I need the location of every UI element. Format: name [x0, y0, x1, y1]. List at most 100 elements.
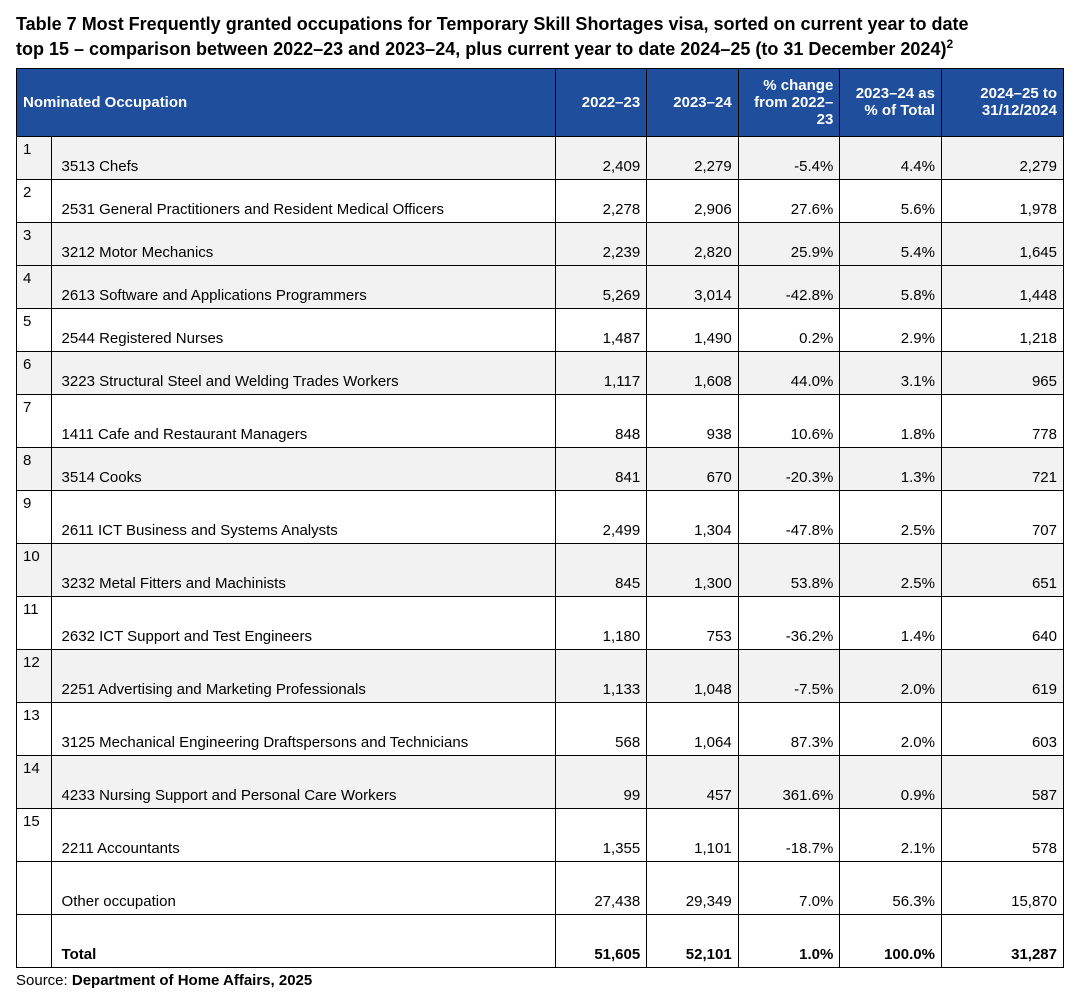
- table-row: 33212 Motor Mechanics2,2392,82025.9%5.4%…: [17, 222, 1064, 265]
- cell-2023-24: 52,101: [647, 914, 738, 967]
- cell-2023-24: 938: [647, 394, 738, 447]
- col-header-pct-total: 2023–24 as % of Total: [840, 68, 942, 136]
- cell-rank: 14: [17, 755, 52, 808]
- table-row: 42613 Software and Applications Programm…: [17, 265, 1064, 308]
- cell-occupation: 3223 Structural Steel and Welding Trades…: [51, 351, 555, 394]
- cell-pct-total: 1.3%: [840, 447, 942, 490]
- cell-occupation-other: Other occupation: [51, 861, 555, 914]
- cell-2024-25: 965: [941, 351, 1063, 394]
- cell-2022-23: 2,409: [555, 136, 646, 179]
- cell-2024-25: 640: [941, 596, 1063, 649]
- title-line2: top 15 – comparison between 2022–23 and …: [16, 39, 946, 59]
- cell-2022-23: 2,499: [555, 490, 646, 543]
- cell-2022-23: 99: [555, 755, 646, 808]
- cell-2024-25: 1,645: [941, 222, 1063, 265]
- title-footnote-sup: 2: [946, 37, 953, 51]
- cell-2022-23: 1,355: [555, 808, 646, 861]
- cell-pct-total: 3.1%: [840, 351, 942, 394]
- cell-rank: 3: [17, 222, 52, 265]
- cell-pct-total: 5.8%: [840, 265, 942, 308]
- cell-2023-24: 2,906: [647, 179, 738, 222]
- cell-occupation: 2531 General Practitioners and Resident …: [51, 179, 555, 222]
- cell-pct-change: 0.2%: [738, 308, 840, 351]
- cell-pct-change: -42.8%: [738, 265, 840, 308]
- source-line: Source: Department of Home Affairs, 2025: [16, 972, 1064, 989]
- cell-pct-total: 2.0%: [840, 649, 942, 702]
- cell-2024-25: 707: [941, 490, 1063, 543]
- cell-2024-25: 1,218: [941, 308, 1063, 351]
- cell-rank: 12: [17, 649, 52, 702]
- source-prefix: Source:: [16, 972, 72, 989]
- table-row: 122251 Advertising and Marketing Profess…: [17, 649, 1064, 702]
- cell-rank: 5: [17, 308, 52, 351]
- cell-pct-change: -18.7%: [738, 808, 840, 861]
- cell-occupation: 4233 Nursing Support and Personal Care W…: [51, 755, 555, 808]
- table-row: 83514 Cooks841670-20.3%1.3%721: [17, 447, 1064, 490]
- cell-pct-change: 53.8%: [738, 543, 840, 596]
- table-row: 52544 Registered Nurses1,4871,4900.2%2.9…: [17, 308, 1064, 351]
- cell-pct-change: -5.4%: [738, 136, 840, 179]
- cell-2023-24: 1,101: [647, 808, 738, 861]
- cell-2024-25: 1,448: [941, 265, 1063, 308]
- table-row: 92611 ICT Business and Systems Analysts2…: [17, 490, 1064, 543]
- cell-2024-25: 587: [941, 755, 1063, 808]
- col-header-2023-24: 2023–24: [647, 68, 738, 136]
- table-row: 13513 Chefs2,4092,279-5.4%4.4%2,279: [17, 136, 1064, 179]
- cell-total-label: Total: [51, 914, 555, 967]
- cell-pct-total: 0.9%: [840, 755, 942, 808]
- cell-2023-24: 1,064: [647, 702, 738, 755]
- cell-pct-total: 2.5%: [840, 490, 942, 543]
- cell-pct-total: 100.0%: [840, 914, 942, 967]
- cell-pct-change: 44.0%: [738, 351, 840, 394]
- cell-2022-23: 841: [555, 447, 646, 490]
- cell-occupation: 1411 Cafe and Restaurant Managers: [51, 394, 555, 447]
- col-header-2024-25: 2024–25 to 31/12/2024: [941, 68, 1063, 136]
- cell-2022-23: 51,605: [555, 914, 646, 967]
- cell-2023-24: 753: [647, 596, 738, 649]
- cell-2022-23: 2,239: [555, 222, 646, 265]
- cell-rank: 1: [17, 136, 52, 179]
- cell-rank: 6: [17, 351, 52, 394]
- cell-2024-25: 721: [941, 447, 1063, 490]
- cell-2024-25: 31,287: [941, 914, 1063, 967]
- cell-2022-23: 568: [555, 702, 646, 755]
- cell-pct-total: 2.9%: [840, 308, 942, 351]
- cell-2024-25: 2,279: [941, 136, 1063, 179]
- title-line1: Table 7 Most Frequently granted occupati…: [16, 14, 969, 34]
- cell-occupation: 3232 Metal Fitters and Machinists: [51, 543, 555, 596]
- cell-rank: 11: [17, 596, 52, 649]
- table-body: 13513 Chefs2,4092,279-5.4%4.4%2,27922531…: [17, 136, 1064, 967]
- cell-occupation: 2211 Accountants: [51, 808, 555, 861]
- cell-2024-25: 578: [941, 808, 1063, 861]
- cell-pct-total: 1.8%: [840, 394, 942, 447]
- cell-occupation: 2544 Registered Nurses: [51, 308, 555, 351]
- cell-2024-25: 651: [941, 543, 1063, 596]
- cell-occupation: 2613 Software and Applications Programme…: [51, 265, 555, 308]
- table-row: 152211 Accountants1,3551,101-18.7%2.1%57…: [17, 808, 1064, 861]
- cell-pct-change: -20.3%: [738, 447, 840, 490]
- cell-pct-total: 4.4%: [840, 136, 942, 179]
- cell-2023-24: 457: [647, 755, 738, 808]
- cell-pct-total: 56.3%: [840, 861, 942, 914]
- cell-occupation: 2632 ICT Support and Test Engineers: [51, 596, 555, 649]
- table-row: 63223 Structural Steel and Welding Trade…: [17, 351, 1064, 394]
- cell-2022-23: 1,180: [555, 596, 646, 649]
- table-header-row: Nominated Occupation 2022–23 2023–24 % c…: [17, 68, 1064, 136]
- table-row: Other occupation27,43829,3497.0%56.3%15,…: [17, 861, 1064, 914]
- cell-2024-25: 15,870: [941, 861, 1063, 914]
- cell-rank: 15: [17, 808, 52, 861]
- cell-2023-24: 2,279: [647, 136, 738, 179]
- cell-pct-total: 5.4%: [840, 222, 942, 265]
- table-row: 71411 Cafe and Restaurant Managers848938…: [17, 394, 1064, 447]
- cell-pct-change: -7.5%: [738, 649, 840, 702]
- cell-rank: 10: [17, 543, 52, 596]
- table-title: Table 7 Most Frequently granted occupati…: [16, 12, 1064, 62]
- cell-rank: 13: [17, 702, 52, 755]
- cell-2024-25: 778: [941, 394, 1063, 447]
- cell-rank: 2: [17, 179, 52, 222]
- cell-occupation: 3514 Cooks: [51, 447, 555, 490]
- cell-2023-24: 1,300: [647, 543, 738, 596]
- cell-2023-24: 1,048: [647, 649, 738, 702]
- cell-rank: 8: [17, 447, 52, 490]
- cell-occupation: 3125 Mechanical Engineering Draftsperson…: [51, 702, 555, 755]
